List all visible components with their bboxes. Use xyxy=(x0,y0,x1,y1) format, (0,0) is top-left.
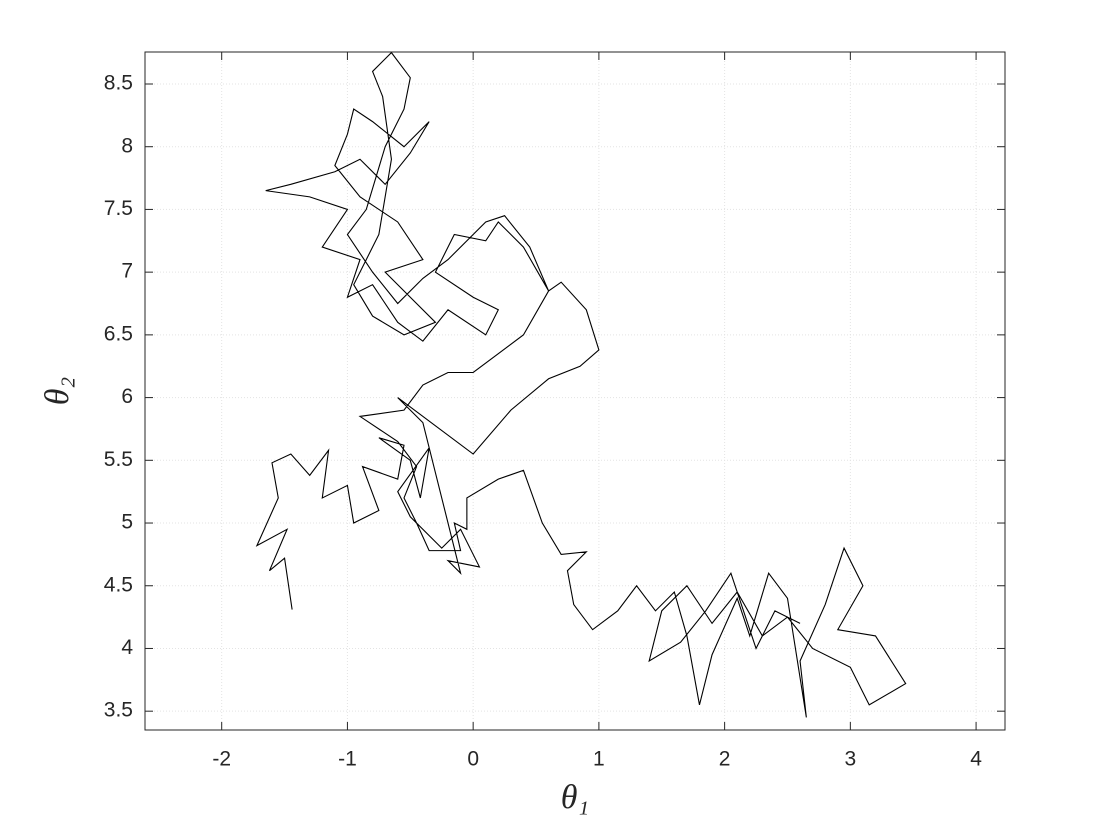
x-tick-label: 0 xyxy=(467,748,479,771)
x-tick-label: -1 xyxy=(338,748,357,771)
y-tick-label: 7.5 xyxy=(104,197,133,220)
y-tick-label: 7 xyxy=(121,260,133,283)
y-tick-label: 8.5 xyxy=(104,72,133,95)
y-tick-label: 4 xyxy=(121,636,133,659)
y-tick-label: 4.5 xyxy=(104,573,133,596)
y-tick-label: 5 xyxy=(121,511,133,534)
x-tick-label: 4 xyxy=(970,748,982,771)
x-tick-label: 1 xyxy=(593,748,605,771)
y-tick-label: 5.5 xyxy=(104,448,133,471)
x-tick-label: 3 xyxy=(845,748,857,771)
trace-line xyxy=(255,51,907,718)
y-tick-label: 3.5 xyxy=(104,699,133,722)
y-tick-label: 6.5 xyxy=(104,322,133,345)
y-tick-label: 6 xyxy=(121,385,133,408)
x-axis-label: θ₁ xyxy=(561,779,590,816)
y-axis-label: θ₂ xyxy=(39,377,76,406)
x-tick-label: -2 xyxy=(212,748,231,771)
axes-box xyxy=(144,51,1006,731)
x-tick-label: 2 xyxy=(719,748,731,771)
y-tick-label: 8 xyxy=(121,134,133,157)
